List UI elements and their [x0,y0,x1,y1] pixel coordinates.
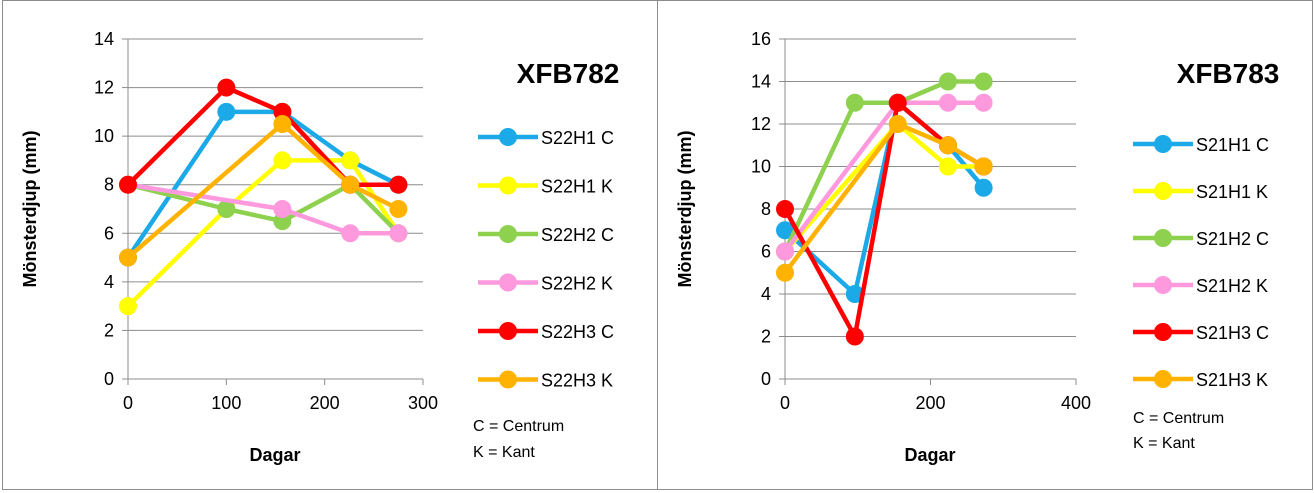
legend-marker [1154,370,1172,388]
legend-marker [499,128,517,146]
series-line [127,182,399,236]
data-point [845,327,864,346]
data-point [845,285,864,303]
y-tick-label: 2 [104,320,114,340]
data-point [273,151,292,170]
legend-label: S22H3 K [541,371,613,391]
y-tick-label: 6 [761,242,771,262]
data-point [119,175,137,194]
data-point [389,200,408,218]
data-point [938,93,957,112]
data-point [217,78,236,97]
data-point [974,178,993,197]
data-point [341,175,360,194]
data-point [845,93,864,112]
x-tick-label: 300 [408,393,438,413]
y-tick-label: 8 [761,199,771,219]
legend-marker [499,176,517,195]
data-point [938,136,957,155]
data-point [974,93,993,112]
data-point [938,157,957,176]
series-line [126,121,400,260]
x-tick-label: 0 [780,393,790,413]
y-tick-label: 4 [761,284,771,304]
legend-label: S22H1 C [541,128,614,148]
data-point [217,102,236,121]
legend-label: S21H1 C [1196,135,1269,155]
y-tick-label: 8 [104,175,114,195]
x-tick-label: 0 [123,393,133,413]
chart-xfb783: 0 2 4 6 8 10 12 14 16 0 200 400 Dagar Mönsterdjup (mm… [675,29,1280,465]
chart-title: XFB782 [517,58,620,89]
data-point [341,224,360,243]
legend-marker [1154,276,1172,294]
legend-marker [1154,323,1172,341]
legend-label: S22H3 C [541,322,614,342]
x-axis-title: Dagar [904,445,955,465]
y-axis-title: Mönsterdjup (mm) [20,131,40,288]
data-point [776,200,794,218]
legend-note-kant: K = Kant [473,444,535,461]
y-tick-label: 4 [104,272,114,292]
data-point [119,248,137,267]
chart-panel-xfb782: 0 2 4 6 8 10 12 14 0 100 200 300 Dagar Mönsterdjup (m… [2,0,658,490]
legend-marker [1154,182,1172,200]
data-point [974,72,993,91]
legend-label: S22H2 K [541,274,613,294]
legend-note-centrum: C = Centrum [1133,410,1224,427]
data-point [776,242,794,261]
chart-panel-xfb783: 0 2 4 6 8 10 12 14 16 0 200 400 Dagar Mönsterdjup (mm… [657,0,1313,490]
series-line [783,121,984,253]
data-point [776,263,794,282]
y-tick-label: 12 [94,78,114,98]
data-point [273,200,292,218]
legend-note-centrum: C = Centrum [473,418,564,435]
y-tick-label: 0 [104,369,114,389]
data-point [341,151,360,170]
data-point [888,93,907,112]
legend-label: S22H1 K [541,177,613,197]
legend-marker [499,370,517,389]
data-point [888,115,907,133]
legend-label: S21H1 K [1196,182,1268,202]
y-tick-label: 0 [761,369,771,389]
legend-label: S21H3 C [1196,323,1269,343]
x-tick-label: 200 [310,393,340,413]
y-tick-label: 12 [751,114,771,134]
chart-xfb782: 0 2 4 6 8 10 12 14 0 100 200 300 Dagar Mönsterdjup (m… [20,29,620,465]
legend-label: S22H2 C [541,225,614,245]
data-point [938,72,957,91]
x-axis-title: Dagar [249,445,300,465]
data-point [119,297,137,316]
data-point [389,175,408,194]
x-tick-label: 100 [211,393,241,413]
y-axis-title: Mönsterdjup (mm) [675,131,695,288]
data-point [273,115,292,133]
series-line [783,100,984,253]
legend-marker [499,225,517,243]
y-tick-label: 2 [761,327,771,347]
x-tick-label: 400 [1061,393,1091,413]
legend-note-kant: K = Kant [1133,435,1195,452]
y-tick-label: 10 [751,157,771,177]
legend-label: S21H2 K [1196,276,1268,296]
y-tick-label: 16 [751,29,771,49]
y-tick-label: 14 [751,72,771,92]
data-point [389,224,408,243]
series-line [783,121,985,275]
x-tick-label: 200 [915,393,945,413]
legend-marker [499,322,517,340]
legend-label: S21H2 C [1196,229,1269,249]
y-tick-label: 10 [94,126,114,146]
y-tick-label: 14 [94,29,114,49]
y-tick-label: 6 [104,223,114,243]
legend-label: S21H3 K [1196,370,1268,390]
data-point [217,200,236,218]
legend-marker [499,273,517,292]
legend-marker [1154,135,1172,153]
chart-title: XFB783 [1177,58,1280,89]
data-point [974,157,993,176]
legend-marker [1154,229,1172,247]
data-point [776,221,794,240]
